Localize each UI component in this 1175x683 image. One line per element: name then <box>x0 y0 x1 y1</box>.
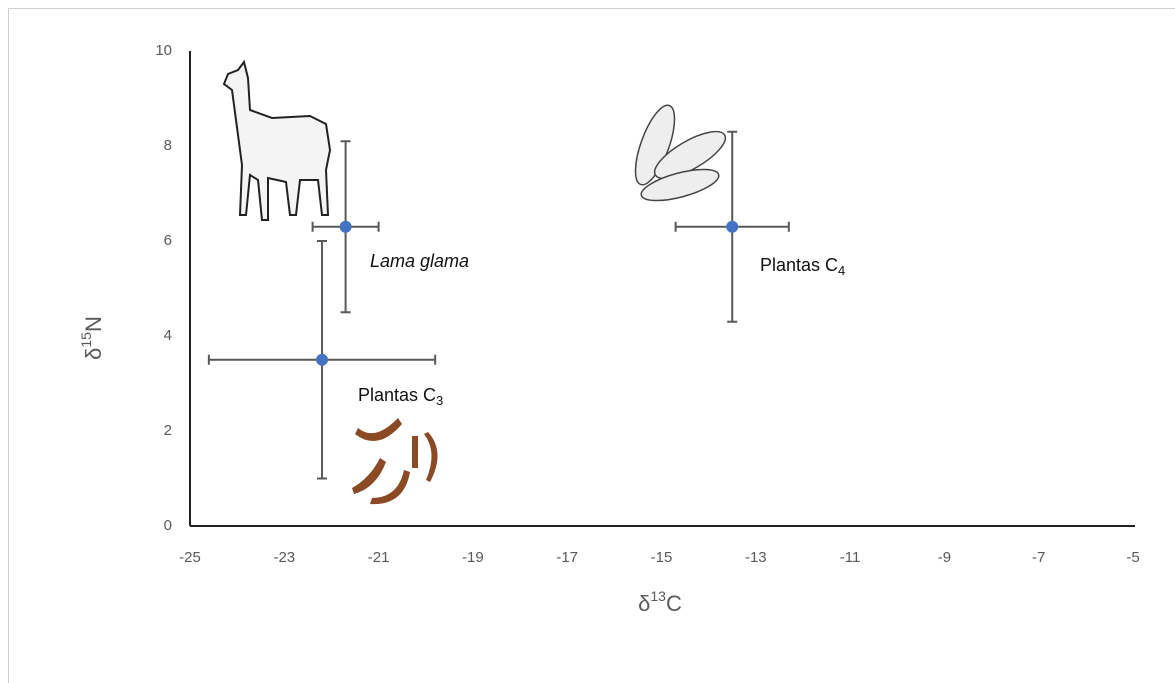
frame <box>8 8 1175 683</box>
y-tick-label: 6 <box>164 232 172 249</box>
x-tick-label: -7 <box>1032 549 1045 566</box>
point-label: Lama glama <box>370 251 469 271</box>
x-tick-label: -5 <box>1126 549 1139 566</box>
point <box>316 353 329 366</box>
label-text: Lama glama <box>370 251 469 271</box>
y-tick-label: 0 <box>164 517 172 534</box>
x-tick-label: -21 <box>368 549 390 566</box>
x-tick-label: -25 <box>179 549 201 566</box>
x-tick-label: -11 <box>840 549 861 566</box>
llama-icon <box>222 59 332 221</box>
label-subscript: 4 <box>838 263 845 278</box>
x-tick-label: -15 <box>651 549 673 566</box>
x-tick-label: -17 <box>556 549 578 566</box>
x-tick-label: -19 <box>462 549 484 566</box>
point <box>726 220 739 233</box>
y-axis-title: δ15N <box>78 316 106 360</box>
x-tick-label: -9 <box>938 549 951 566</box>
x-axis-title: δ13C <box>638 588 682 616</box>
label-subscript: 3 <box>436 393 443 408</box>
y-tick-label: 10 <box>155 42 172 59</box>
point-label: Plantas C3 <box>358 385 443 409</box>
pods-icon <box>352 418 438 505</box>
y-tick-label: 8 <box>164 137 172 154</box>
label-text: Plantas C <box>760 255 838 275</box>
x-tick-label: -13 <box>745 549 767 566</box>
point <box>339 220 352 233</box>
label-text: Plantas C <box>358 385 436 405</box>
y-tick-label: 4 <box>164 327 172 344</box>
corn-icon <box>634 104 727 202</box>
point-label: Plantas C4 <box>760 255 845 279</box>
y-tick-label: 2 <box>164 422 172 439</box>
x-tick-label: -23 <box>273 549 295 566</box>
